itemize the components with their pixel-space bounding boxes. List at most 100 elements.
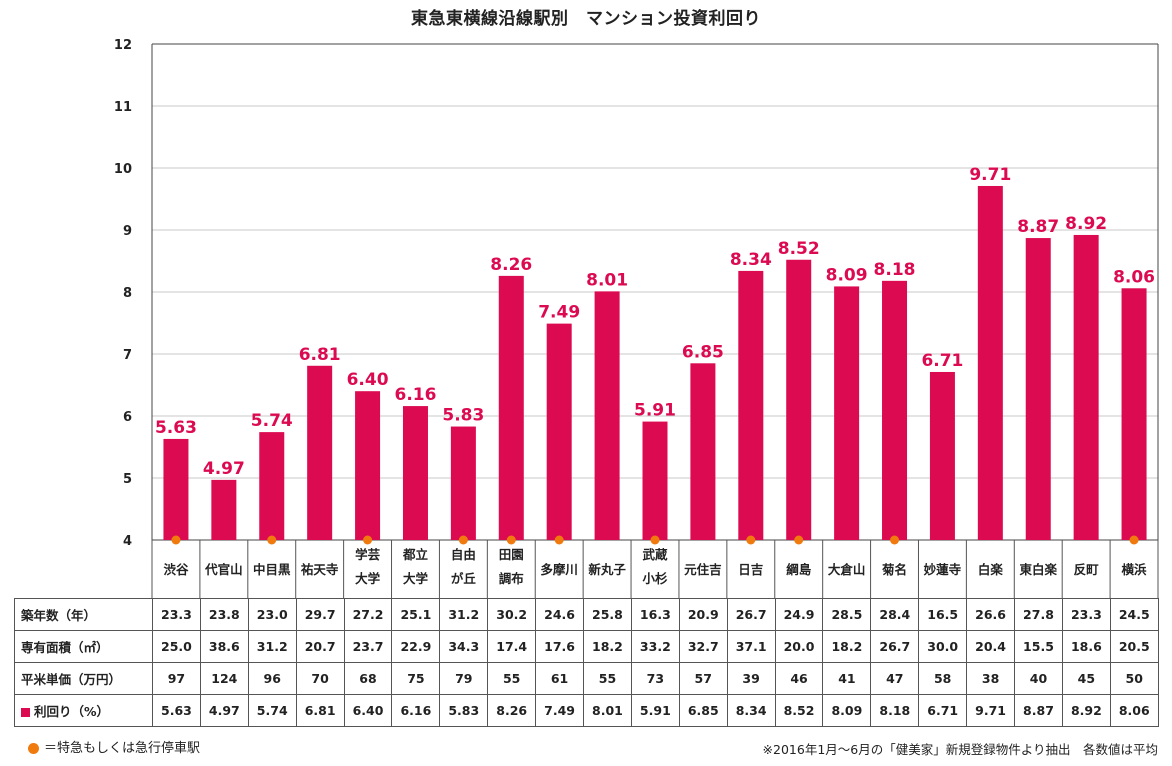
table-cell: 6.16 bbox=[391, 694, 441, 727]
bar bbox=[307, 365, 333, 540]
bar bbox=[259, 432, 285, 540]
table-cell: 5.74 bbox=[247, 694, 297, 727]
orange-dot-icon bbox=[28, 743, 39, 754]
chart-title: 東急東横線沿線駅別 マンション投資利回り bbox=[411, 9, 761, 29]
table-cell: 31.2 bbox=[247, 630, 297, 663]
table-cell: 23.8 bbox=[199, 598, 249, 631]
table-cell: 27.2 bbox=[343, 598, 393, 631]
bar-chart: 4 5 6 7 8 9 10 11 12 5.63 渋谷 4.97 代官山 5.74 中目黒 6.81 祐天寺 6… bbox=[114, 38, 1159, 598]
express-stop-dot bbox=[267, 535, 277, 545]
category-label: 中目黒 bbox=[253, 562, 291, 577]
bar bbox=[882, 280, 908, 540]
bar bbox=[355, 391, 381, 540]
express-stop-dot bbox=[746, 535, 756, 545]
table-cell: 40 bbox=[1014, 662, 1063, 695]
table-cell: 39 bbox=[726, 662, 776, 695]
category-label: 都立 bbox=[402, 547, 429, 562]
table-cell: 6.81 bbox=[295, 694, 345, 727]
bar bbox=[450, 426, 476, 540]
table-cell: 55 bbox=[487, 662, 537, 695]
category-label: 学芸 bbox=[355, 547, 381, 562]
category-label: 大倉山 bbox=[828, 562, 866, 577]
table-cell: 17.4 bbox=[487, 630, 537, 663]
data-label: 5.63 bbox=[155, 418, 197, 438]
table-cell: 73 bbox=[630, 662, 680, 695]
category-label: 東白楽 bbox=[1019, 562, 1057, 577]
table-cell: 8.87 bbox=[1014, 694, 1063, 727]
table-cell: 96 bbox=[247, 662, 297, 695]
table-cell: 26.7 bbox=[726, 598, 776, 631]
table-cell: 31.2 bbox=[439, 598, 489, 631]
bar bbox=[1073, 234, 1099, 540]
bar bbox=[402, 406, 428, 540]
y-tick-label: 11 bbox=[114, 100, 132, 115]
row-header-label: 利回り（%） bbox=[34, 704, 110, 719]
table-cell: 26.6 bbox=[966, 598, 1016, 631]
row-header: 利回り（%） bbox=[14, 694, 153, 727]
y-tick-label: 5 bbox=[123, 472, 132, 487]
data-label: 6.81 bbox=[299, 345, 341, 365]
table-cell: 8.06 bbox=[1109, 694, 1159, 727]
row-header: 専有面積（㎡） bbox=[14, 630, 153, 663]
table-cell: 8.52 bbox=[774, 694, 824, 727]
table-cell: 18.6 bbox=[1061, 630, 1111, 663]
bar bbox=[211, 479, 237, 540]
table-cell: 25.8 bbox=[583, 598, 632, 631]
bar bbox=[690, 363, 716, 540]
table-cell: 5.91 bbox=[630, 694, 680, 727]
table-cell: 7.49 bbox=[535, 694, 585, 727]
table-cell: 6.40 bbox=[343, 694, 393, 727]
category-label: 大学 bbox=[355, 571, 381, 586]
data-label: 8.26 bbox=[490, 255, 532, 275]
data-label: 8.18 bbox=[874, 260, 916, 280]
row-header-label: 平米単価（万円） bbox=[21, 672, 122, 687]
table-cell: 6.85 bbox=[678, 694, 728, 727]
express-stop-dot bbox=[650, 535, 660, 545]
table-cell: 23.0 bbox=[247, 598, 297, 631]
table-row: 利回り（%） 5.63 4.97 5.74 6.81 6.40 6.16 5.83 8.26 7.… bbox=[14, 694, 1159, 727]
table-cell: 17.6 bbox=[535, 630, 585, 663]
table-cell: 47 bbox=[870, 662, 920, 695]
category-label: 菊名 bbox=[881, 562, 907, 577]
bar bbox=[738, 270, 764, 540]
table-cell: 22.9 bbox=[391, 630, 441, 663]
category-label: 代官山 bbox=[204, 562, 243, 577]
table-cell: 20.7 bbox=[295, 630, 345, 663]
table-cell: 27.8 bbox=[1014, 598, 1063, 631]
express-stop-dot bbox=[363, 535, 373, 545]
table-cell: 5.83 bbox=[439, 694, 489, 727]
table-cell: 16.3 bbox=[630, 598, 680, 631]
table-cell: 45 bbox=[1061, 662, 1111, 695]
data-label: 7.49 bbox=[538, 303, 580, 323]
data-label: 8.34 bbox=[730, 250, 772, 270]
table-cell: 70 bbox=[295, 662, 345, 695]
table-cell: 8.09 bbox=[822, 694, 872, 727]
row-header: 平米単価（万円） bbox=[14, 662, 153, 695]
data-label: 8.87 bbox=[1017, 217, 1059, 237]
bar bbox=[1121, 288, 1147, 540]
data-label: 5.83 bbox=[442, 406, 484, 426]
bar bbox=[498, 275, 524, 540]
table-cell: 20.9 bbox=[678, 598, 728, 631]
table-cell: 34.3 bbox=[439, 630, 489, 663]
table-cell: 61 bbox=[535, 662, 585, 695]
table-cell: 20.5 bbox=[1109, 630, 1159, 663]
table-cell: 29.7 bbox=[295, 598, 345, 631]
table-cell: 75 bbox=[391, 662, 441, 695]
legend-square-icon bbox=[21, 708, 30, 717]
table-cell: 30.0 bbox=[918, 630, 968, 663]
table-cell: 33.2 bbox=[630, 630, 680, 663]
bar bbox=[977, 185, 1003, 541]
bar bbox=[163, 438, 189, 540]
y-tick-label: 4 bbox=[123, 534, 132, 549]
category-label: 小杉 bbox=[641, 571, 668, 586]
table-cell: 8.92 bbox=[1061, 694, 1111, 727]
table-cell: 15.5 bbox=[1014, 630, 1063, 663]
data-label: 6.16 bbox=[394, 385, 436, 405]
data-label: 8.09 bbox=[826, 265, 868, 285]
table-cell: 37.1 bbox=[726, 630, 776, 663]
table-cell: 23.3 bbox=[1061, 598, 1111, 631]
bar bbox=[1025, 238, 1051, 540]
table-cell: 68 bbox=[343, 662, 393, 695]
bar bbox=[929, 371, 955, 540]
